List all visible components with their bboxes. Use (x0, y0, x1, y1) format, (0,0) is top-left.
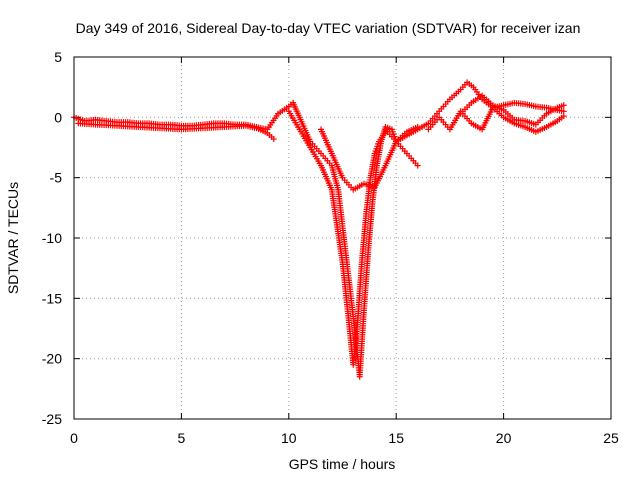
x-tick-label: 0 (70, 430, 78, 446)
x-tick-label: 20 (496, 430, 512, 446)
x-tick-label: 5 (178, 430, 186, 446)
x-axis-label: GPS time / hours (289, 456, 396, 472)
y-tick-label: -5 (50, 170, 63, 186)
y-axis-label: SDTVAR / TECUs (5, 182, 21, 294)
y-tick-label: 5 (54, 49, 62, 65)
y-tick-label: -25 (42, 411, 62, 427)
series-baseline-b (75, 120, 276, 142)
series-track-5 (425, 105, 566, 135)
data-series (71, 79, 567, 379)
y-tick-label: 0 (54, 109, 62, 125)
sdtvar-chart: Day 349 of 2016, Sidereal Day-to-day VTE… (0, 0, 640, 480)
grid (74, 57, 611, 419)
x-tick-label: 15 (388, 430, 404, 446)
y-tick-label: -20 (42, 351, 62, 367)
series-track-4 (382, 79, 566, 144)
x-tick-label: 25 (603, 430, 619, 446)
y-tick-label: -15 (42, 290, 62, 306)
chart-title: Day 349 of 2016, Sidereal Day-to-day VTE… (76, 20, 581, 36)
y-tick-label: -10 (42, 230, 62, 246)
axes: 0 5 10 15 20 25 5 0 -5 -10 -15 -20 -25 (42, 49, 619, 446)
x-tick-label: 10 (281, 430, 297, 446)
